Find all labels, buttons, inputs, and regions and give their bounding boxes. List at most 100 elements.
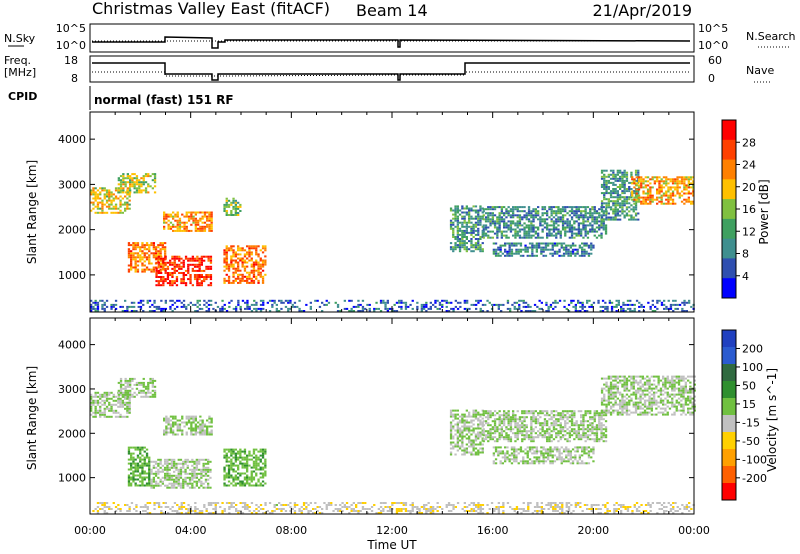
heatmap-cell (178, 223, 182, 226)
heatmap-cell (537, 420, 540, 423)
heatmap-cell (487, 424, 490, 427)
heatmap-cell (241, 259, 244, 262)
heatmap-cell (590, 305, 593, 308)
heatmap-cell (548, 216, 551, 219)
heatmap-cell (250, 476, 253, 479)
heatmap-cell (147, 395, 150, 398)
heatmap-cell (530, 426, 533, 429)
heatmap-cell (479, 443, 482, 446)
heatmap-cell (150, 262, 153, 265)
heatmap-cell (110, 403, 113, 406)
heatmap-cell (595, 236, 599, 239)
heatmap-cell (507, 410, 510, 413)
heatmap-cell (142, 381, 145, 384)
heatmap-cell (470, 453, 473, 456)
heatmap-cell (534, 426, 537, 429)
heatmap-cell (523, 228, 526, 231)
heatmap-cell (180, 265, 183, 268)
heatmap-cell (140, 191, 143, 194)
heatmap-cell (623, 216, 626, 219)
heatmap-cell (143, 270, 146, 273)
heatmap-cell (185, 211, 188, 214)
heatmap-cell (669, 303, 673, 306)
heatmap-cell (255, 310, 258, 312)
heatmap-cell (195, 460, 198, 463)
heatmap-cell (573, 428, 576, 431)
heatmap-cell (530, 418, 533, 421)
heatmap-cell (544, 246, 548, 249)
heatmap-cell (570, 414, 574, 417)
heatmap-cell (159, 254, 162, 257)
heatmap-cell (479, 205, 482, 208)
heatmap-cell (186, 466, 189, 469)
heatmap-cell (570, 424, 574, 427)
heatmap-cell (552, 228, 556, 231)
heatmap-cell (493, 303, 496, 306)
heatmap-cell (591, 218, 594, 221)
heatmap-cell (553, 252, 557, 255)
heatmap-cell (170, 478, 174, 481)
heatmap-cell (523, 210, 526, 213)
heatmap-cell (484, 220, 488, 223)
heatmap-cell (610, 310, 614, 312)
heatmap-cell (470, 221, 473, 224)
heatmap-cell (237, 257, 240, 260)
nsky-tick-top: 10^5 (56, 22, 86, 35)
heatmap-cell (201, 227, 204, 230)
heatmap-cell (456, 246, 459, 249)
heatmap-cell (246, 462, 249, 465)
heatmap-cell (616, 186, 619, 188)
heatmap-cell (465, 205, 468, 208)
heatmap-cell (139, 460, 142, 463)
heatmap-cell (161, 476, 164, 479)
heatmap-cell (595, 230, 599, 233)
heatmap-cell (570, 236, 574, 239)
heatmap-cell (202, 466, 205, 469)
heatmap-cell (225, 257, 228, 260)
heatmap-cell (140, 189, 143, 192)
heatmap-cell (203, 303, 206, 306)
heatmap-cell (126, 391, 129, 394)
heatmap-cell (499, 244, 502, 247)
heatmap-cell (212, 307, 215, 310)
heatmap-cell (578, 254, 581, 257)
heatmap-cell (614, 212, 617, 215)
heatmap-cell (656, 180, 659, 183)
heatmap-cell (669, 194, 672, 197)
heatmap-cell (456, 231, 459, 234)
heatmap-cell (227, 269, 231, 272)
heatmap-cell (477, 451, 480, 454)
heatmap-cell (145, 472, 149, 475)
heatmap-cell (197, 229, 200, 232)
heatmap-cell (154, 256, 158, 259)
heatmap-cell (241, 466, 244, 469)
heatmap-cell (470, 227, 473, 230)
heatmap-cell (470, 451, 473, 454)
heatmap-cell (230, 261, 233, 264)
heatmap-cell (241, 249, 244, 252)
heatmap-cell (169, 280, 172, 283)
heatmap-cell (595, 216, 599, 219)
heatmap-cell (201, 421, 204, 424)
heatmap-cell (200, 470, 203, 473)
heatmap-cell (566, 230, 569, 233)
heatmap-cell (197, 219, 200, 222)
heatmap-cell (339, 310, 342, 312)
heatmap-cell (542, 242, 545, 245)
heatmap-cell (314, 299, 317, 302)
heatmap-cell (678, 303, 682, 306)
heatmap-cell (321, 310, 324, 312)
heatmap-cell (121, 393, 124, 396)
heatmap-cell (472, 244, 475, 247)
heatmap-cell (132, 470, 135, 473)
heatmap-cell (197, 421, 200, 424)
heatmap-cell (607, 206, 610, 209)
heatmap-cell (234, 448, 237, 451)
heatmap-cell (171, 276, 174, 278)
heatmap-cell (101, 187, 104, 190)
heatmap-cell (124, 195, 127, 198)
heatmap-cell (207, 460, 210, 463)
heatmap-cell (163, 417, 166, 420)
heatmap-cell (246, 245, 249, 248)
heatmap-cell (246, 271, 249, 274)
